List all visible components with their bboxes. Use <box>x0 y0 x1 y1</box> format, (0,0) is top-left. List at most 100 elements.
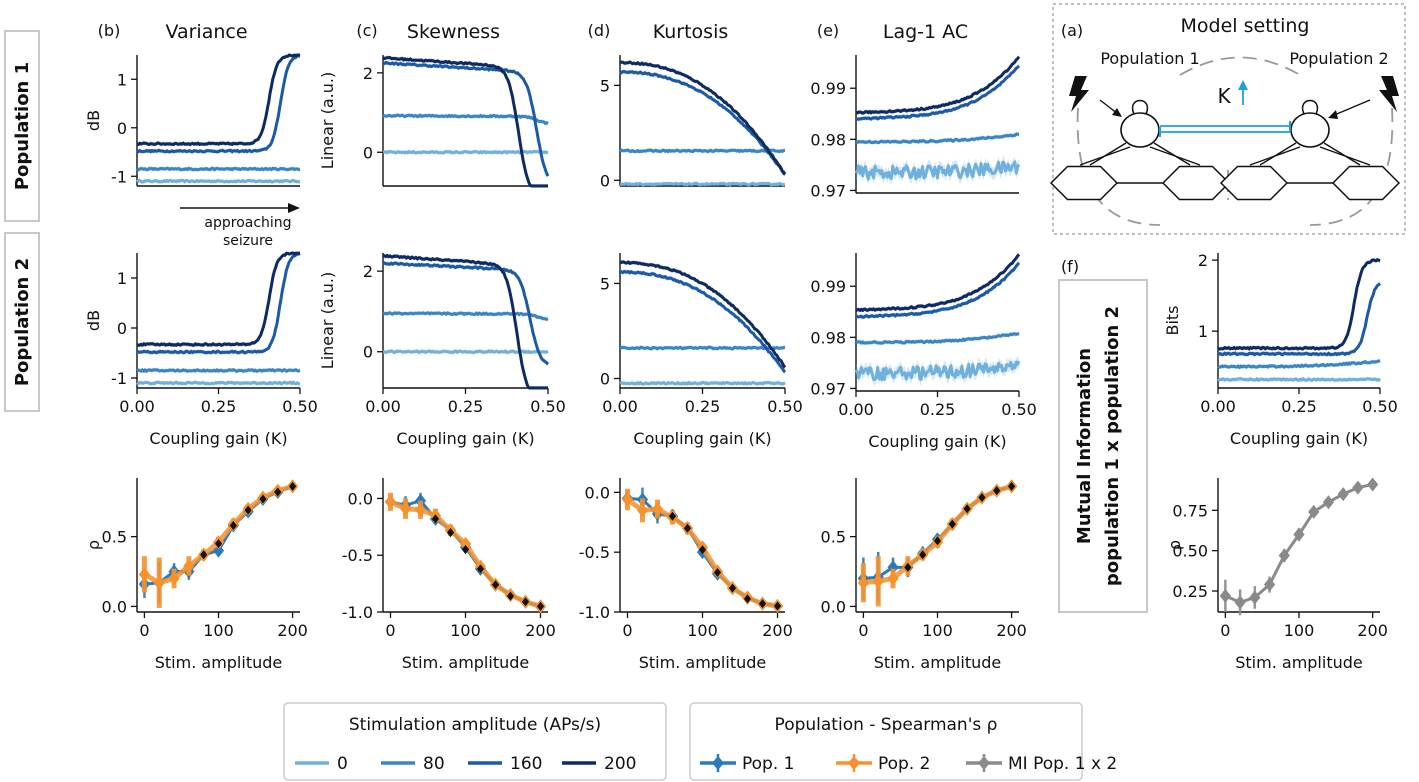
series-line-80 <box>855 332 1020 345</box>
x-tick-label: 0.25 <box>920 400 956 419</box>
data-point <box>461 545 470 555</box>
coupling-K-label: K <box>1217 84 1231 108</box>
data-point <box>214 539 223 549</box>
connection <box>1089 142 1127 166</box>
x-tick-label: 200 <box>1357 621 1388 640</box>
input-arrow-head <box>1112 108 1122 117</box>
series-line-pop-2 <box>143 483 294 586</box>
y-axis-label: Linear (a.u.) <box>318 72 337 169</box>
top-boundary <box>1179 56 1301 76</box>
y-tick-label: -0.5 <box>579 543 610 562</box>
x-axis-label: Coupling gain (K) <box>396 429 534 448</box>
y-axis-label: Bits <box>1163 305 1182 335</box>
data-point <box>431 514 440 524</box>
x-axis-label: Stim. amplitude <box>155 653 282 672</box>
y-tick-label: 1 <box>117 269 127 288</box>
neuron-circle <box>1120 112 1160 148</box>
data-point <box>1007 481 1016 491</box>
x-tick-label: 0 <box>622 621 632 640</box>
x-axis-label: Coupling gain (K) <box>149 429 287 448</box>
x-tick-label: 0.50 <box>282 397 318 416</box>
row-label-population-2: Population 2 <box>12 258 33 386</box>
series-line-80 <box>382 311 549 321</box>
y-tick-label: 0 <box>600 369 610 388</box>
y-tick-label: -0.5 <box>342 546 373 565</box>
x-tick-label: 100 <box>1284 621 1315 640</box>
lightning-bolt-icon <box>1379 76 1399 112</box>
y-tick-label: 5 <box>600 274 610 293</box>
chart-rho-lag1ac: 0.0 0.5 0 100 200 Stim. amplitude <box>821 478 1027 672</box>
series-line-200 <box>855 253 1021 312</box>
data-point <box>1352 480 1364 495</box>
legend-stim-title: Stimulation amplitude (APs/s) <box>349 715 601 735</box>
data-point <box>683 523 692 533</box>
chart-lag1ac-pop2: 0.97 0.98 0.99 0.00 0.25 0.50 Coupling gain (K… <box>810 253 1037 451</box>
neuron-circle <box>1290 112 1330 148</box>
panel-letter: (f) <box>1061 257 1079 276</box>
panel-title: Skewness <box>407 21 500 43</box>
series-line-200 <box>855 55 1021 115</box>
row-label-box <box>4 30 40 222</box>
data-point <box>698 545 707 555</box>
lightning-bolt-icon <box>1069 76 1089 112</box>
x-tick-label: 0.00 <box>838 400 874 419</box>
connection <box>1319 146 1371 166</box>
data-point <box>476 564 485 574</box>
data-point <box>446 528 455 538</box>
data-point <box>274 487 282 497</box>
chart-rho-mi: 0.25 0.50 0.75 0 100 200 Stim. amplitude ρ <box>1165 477 1388 672</box>
input-arrow-head <box>1328 110 1338 119</box>
data-point <box>200 550 208 560</box>
y-tick-label: 2 <box>363 262 373 281</box>
model-panel-letter: (a) <box>1061 21 1083 40</box>
row-label: Population 1 <box>4 30 40 222</box>
y-tick-label: 0.99 <box>810 277 846 296</box>
K-up-arrow-head <box>1238 80 1248 90</box>
data-point <box>506 591 515 601</box>
data-point <box>521 597 530 607</box>
x-tick-label: 100 <box>922 621 953 640</box>
data-point <box>1337 487 1349 502</box>
panel-title: Lag-1 AC <box>883 21 968 43</box>
data-point <box>948 519 956 529</box>
data-point <box>887 560 899 575</box>
y-tick-label: -1 <box>111 167 127 186</box>
y-tick-label: 0.5 <box>102 528 127 547</box>
x-tick-label: 0.00 <box>365 397 401 416</box>
panel-letter: (d) <box>588 21 611 40</box>
series-line-200 <box>136 251 301 347</box>
series-band-0 <box>856 155 1019 186</box>
x-tick-label: 200 <box>762 621 793 640</box>
data-point <box>1322 495 1335 510</box>
legend-stim-entry: 200 <box>604 754 636 774</box>
series-line-80 <box>619 345 786 351</box>
data-point <box>978 493 986 503</box>
x-tick-label: 100 <box>450 621 481 640</box>
series-line-200 <box>382 56 549 188</box>
x-tick-label: 0.25 <box>201 397 237 416</box>
series-line-80 <box>136 368 301 373</box>
series-line-160 <box>382 60 550 177</box>
y-tick-label: 0.0 <box>821 597 846 616</box>
data-point <box>668 511 677 521</box>
mi-label-box <box>1058 279 1148 613</box>
legend-stim-entry: 160 <box>510 754 542 774</box>
legend-stimulation: Stimulation amplitude (APs/s)0 80 160 200 <box>283 702 667 781</box>
y-tick-label: -1.0 <box>579 603 610 622</box>
x-axis-label: Coupling gain (K) <box>868 432 1006 451</box>
data-point <box>259 494 267 504</box>
x-tick-label: 0.50 <box>767 397 803 416</box>
panel-title: Variance <box>165 21 247 43</box>
legend-stim-entry: 80 <box>423 754 445 774</box>
chart-rho-skewness: -1.0 -0.5 0.0 0 100 200 Stim. amplitude <box>342 478 556 672</box>
chart-mi-bits: 1 2 0.00 0.25 0.50 Coupling gain (K) (f) Bits <box>1061 251 1398 448</box>
chart-kurtosis-pop1: 0 5 Kurtosis (d) <box>588 21 787 190</box>
panel-title: Kurtosis <box>653 21 729 43</box>
y-tick-label: 0.0 <box>585 483 610 502</box>
model-setting-panel: (a) Model setting Population 1 Population 2… <box>1049 3 1406 235</box>
series-line-0 <box>619 181 786 187</box>
series-line-0 <box>619 380 786 386</box>
data-point <box>399 501 412 516</box>
row-label: Population 2 <box>4 232 40 412</box>
series-line-160 <box>1217 282 1382 357</box>
